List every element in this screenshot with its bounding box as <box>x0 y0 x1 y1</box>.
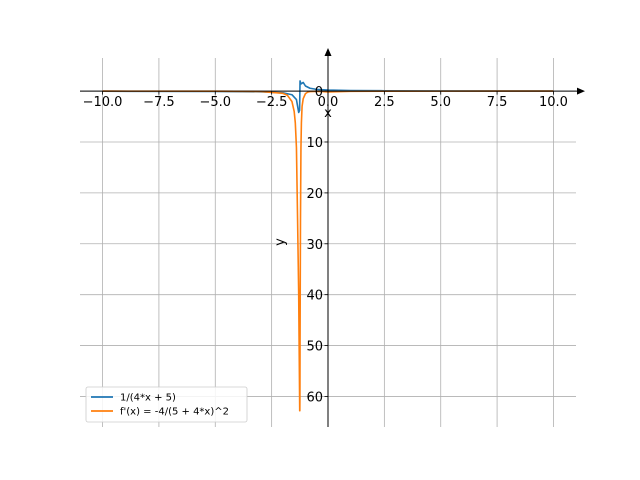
x-tick-label: −2.5 <box>256 95 288 110</box>
legend-label-1: 1/(4*x + 5) <box>120 393 176 404</box>
x-tick-label: 2.5 <box>374 95 395 110</box>
x-tick-label: 7.5 <box>487 95 508 110</box>
x-tick-label: 10.0 <box>539 95 568 110</box>
x-tick-label: 5.0 <box>430 95 451 110</box>
legend-label-2: f'(x) = -4/(5 + 4*x)^2 <box>120 407 229 418</box>
legend: 1/(4*x + 5) f'(x) = -4/(5 + 4*x)^2 <box>85 386 248 423</box>
y-tick-label: 50 <box>306 340 323 355</box>
x-tick-label: −5.0 <box>199 95 231 110</box>
axes <box>80 48 585 427</box>
x-tick-label: −7.5 <box>143 95 175 110</box>
series-line-2 <box>102 90 554 412</box>
y-axis-label: y <box>273 238 288 246</box>
x-tick-label: −10.0 <box>83 95 123 110</box>
y-tick-label: 10 <box>306 136 323 151</box>
ticks: −10.0 −7.5 −5.0 −2.5 0.0 2.5 5.0 7.5 10.0 0 10 20 30… <box>83 85 568 405</box>
x-axis-arrow <box>577 87 585 95</box>
x-tick-label: 0.0 <box>318 95 339 110</box>
y-axis-arrow <box>324 48 332 56</box>
y-tick-label: 30 <box>306 238 323 253</box>
x-axis-label: x <box>324 106 332 121</box>
legend-box <box>85 386 248 423</box>
y-tick-label: 20 <box>306 187 323 202</box>
y-tick-label: 60 <box>306 390 323 405</box>
y-tick-label: 0 <box>315 85 323 100</box>
y-tick-label: 40 <box>306 289 323 304</box>
